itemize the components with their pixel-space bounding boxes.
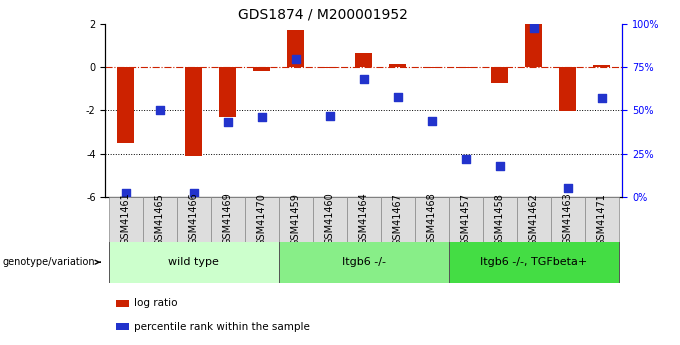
Bar xyxy=(423,67,441,68)
FancyBboxPatch shape xyxy=(211,197,245,241)
FancyBboxPatch shape xyxy=(517,197,551,241)
Text: percentile rank within the sample: percentile rank within the sample xyxy=(134,322,309,332)
Point xyxy=(154,108,165,113)
FancyBboxPatch shape xyxy=(585,197,619,241)
Text: genotype/variation: genotype/variation xyxy=(2,257,100,267)
FancyBboxPatch shape xyxy=(245,197,279,241)
Bar xyxy=(118,67,135,143)
Point xyxy=(494,163,505,168)
FancyBboxPatch shape xyxy=(449,197,483,241)
Text: GSM41458: GSM41458 xyxy=(495,193,505,246)
FancyBboxPatch shape xyxy=(313,197,347,241)
Text: GSM41468: GSM41468 xyxy=(427,193,437,245)
Bar xyxy=(322,67,339,68)
Bar xyxy=(389,64,407,67)
Bar xyxy=(253,67,271,70)
Point xyxy=(528,25,539,30)
Bar xyxy=(219,67,237,117)
Text: GSM41461: GSM41461 xyxy=(121,193,131,245)
FancyBboxPatch shape xyxy=(109,197,143,241)
Point xyxy=(392,94,403,99)
FancyBboxPatch shape xyxy=(381,197,415,241)
FancyBboxPatch shape xyxy=(415,197,449,241)
Text: GSM41469: GSM41469 xyxy=(223,193,233,245)
Text: GSM41467: GSM41467 xyxy=(393,193,403,246)
Point xyxy=(188,190,199,196)
FancyBboxPatch shape xyxy=(109,241,279,283)
Text: GSM41466: GSM41466 xyxy=(189,193,199,245)
Text: GSM41459: GSM41459 xyxy=(291,193,301,246)
Text: wild type: wild type xyxy=(169,257,219,267)
FancyBboxPatch shape xyxy=(347,197,381,241)
Bar xyxy=(457,67,475,68)
Bar xyxy=(355,53,373,67)
Point xyxy=(120,190,131,196)
Point xyxy=(426,118,437,124)
Bar xyxy=(491,67,509,83)
Title: GDS1874 / M200001952: GDS1874 / M200001952 xyxy=(237,8,407,22)
Text: GSM41460: GSM41460 xyxy=(325,193,335,245)
Text: Itgb6 -/-: Itgb6 -/- xyxy=(342,257,386,267)
Point xyxy=(460,156,471,161)
Text: GSM41471: GSM41471 xyxy=(597,193,607,246)
Point xyxy=(222,120,233,125)
Bar xyxy=(559,67,576,111)
FancyBboxPatch shape xyxy=(177,197,211,241)
FancyBboxPatch shape xyxy=(551,197,585,241)
Bar xyxy=(185,67,203,156)
FancyBboxPatch shape xyxy=(279,197,313,241)
FancyBboxPatch shape xyxy=(279,241,449,283)
FancyBboxPatch shape xyxy=(449,241,619,283)
FancyBboxPatch shape xyxy=(143,197,177,241)
Point xyxy=(290,56,301,61)
Text: GSM41465: GSM41465 xyxy=(155,193,165,246)
Bar xyxy=(525,24,542,67)
Point xyxy=(358,77,369,82)
Bar xyxy=(287,30,305,67)
Point xyxy=(596,96,607,101)
Text: GSM41457: GSM41457 xyxy=(461,193,471,246)
Point xyxy=(562,185,573,191)
Text: log ratio: log ratio xyxy=(134,298,177,308)
Bar xyxy=(593,65,611,67)
Text: GSM41464: GSM41464 xyxy=(359,193,369,245)
Text: Itgb6 -/-, TGFbeta+: Itgb6 -/-, TGFbeta+ xyxy=(480,257,588,267)
Point xyxy=(324,113,335,118)
Bar xyxy=(116,300,129,307)
Text: GSM41462: GSM41462 xyxy=(529,193,539,246)
Text: GSM41463: GSM41463 xyxy=(563,193,573,245)
FancyBboxPatch shape xyxy=(483,197,517,241)
Point xyxy=(256,115,267,120)
Text: GSM41470: GSM41470 xyxy=(257,193,267,246)
Bar xyxy=(116,323,129,331)
